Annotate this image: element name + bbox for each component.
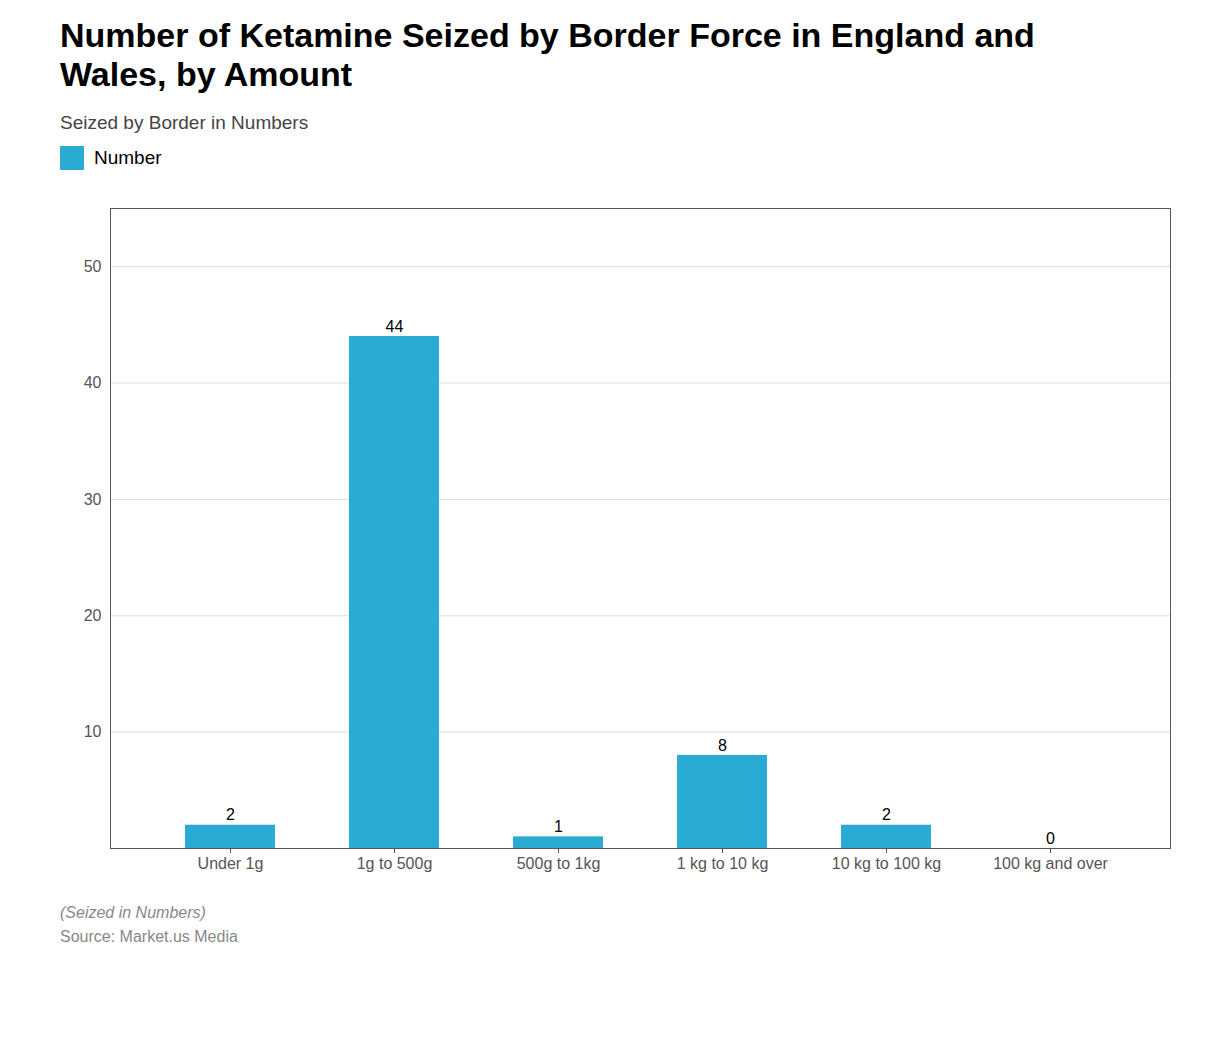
svg-text:44: 44 — [386, 318, 404, 335]
html-text:Number of Ketamine Seized by B: Number of Ketamine Seized by Border Forc… — [60, 16, 1035, 94]
svg-text:20: 20 — [84, 607, 102, 624]
svg-text:8: 8 — [718, 737, 727, 754]
svg-text:1: 1 — [554, 818, 563, 835]
svg-text:1g to 500g: 1g to 500g — [357, 855, 433, 872]
html-text:Seized by Border in Numbers: Seized by Border in Numbers — [60, 112, 309, 134]
svg-text:Under 1g: Under 1g — [198, 855, 264, 872]
svg-text:2: 2 — [226, 807, 235, 824]
html-text:Number: Number — [94, 147, 162, 169]
svg-text:500g to 1kg: 500g to 1kg — [517, 855, 601, 872]
svg-text:40: 40 — [84, 374, 102, 391]
svg-text:30: 30 — [84, 491, 102, 508]
svg-text:0: 0 — [1046, 830, 1055, 847]
svg-text:10: 10 — [84, 723, 102, 740]
svg-text:100 kg and over: 100 kg and over — [993, 855, 1108, 872]
svg-text:50: 50 — [84, 258, 102, 275]
svg-text:10 kg to 100 kg: 10 kg to 100 kg — [832, 855, 941, 872]
html-text:(Seized in Numbers): (Seized in Numbers) — [60, 904, 206, 922]
svg-text:1 kg to 10 kg: 1 kg to 10 kg — [677, 855, 769, 872]
svg-text:2: 2 — [882, 807, 891, 824]
html-text:Source: Market.us Media: Source: Market.us Media — [60, 928, 238, 946]
